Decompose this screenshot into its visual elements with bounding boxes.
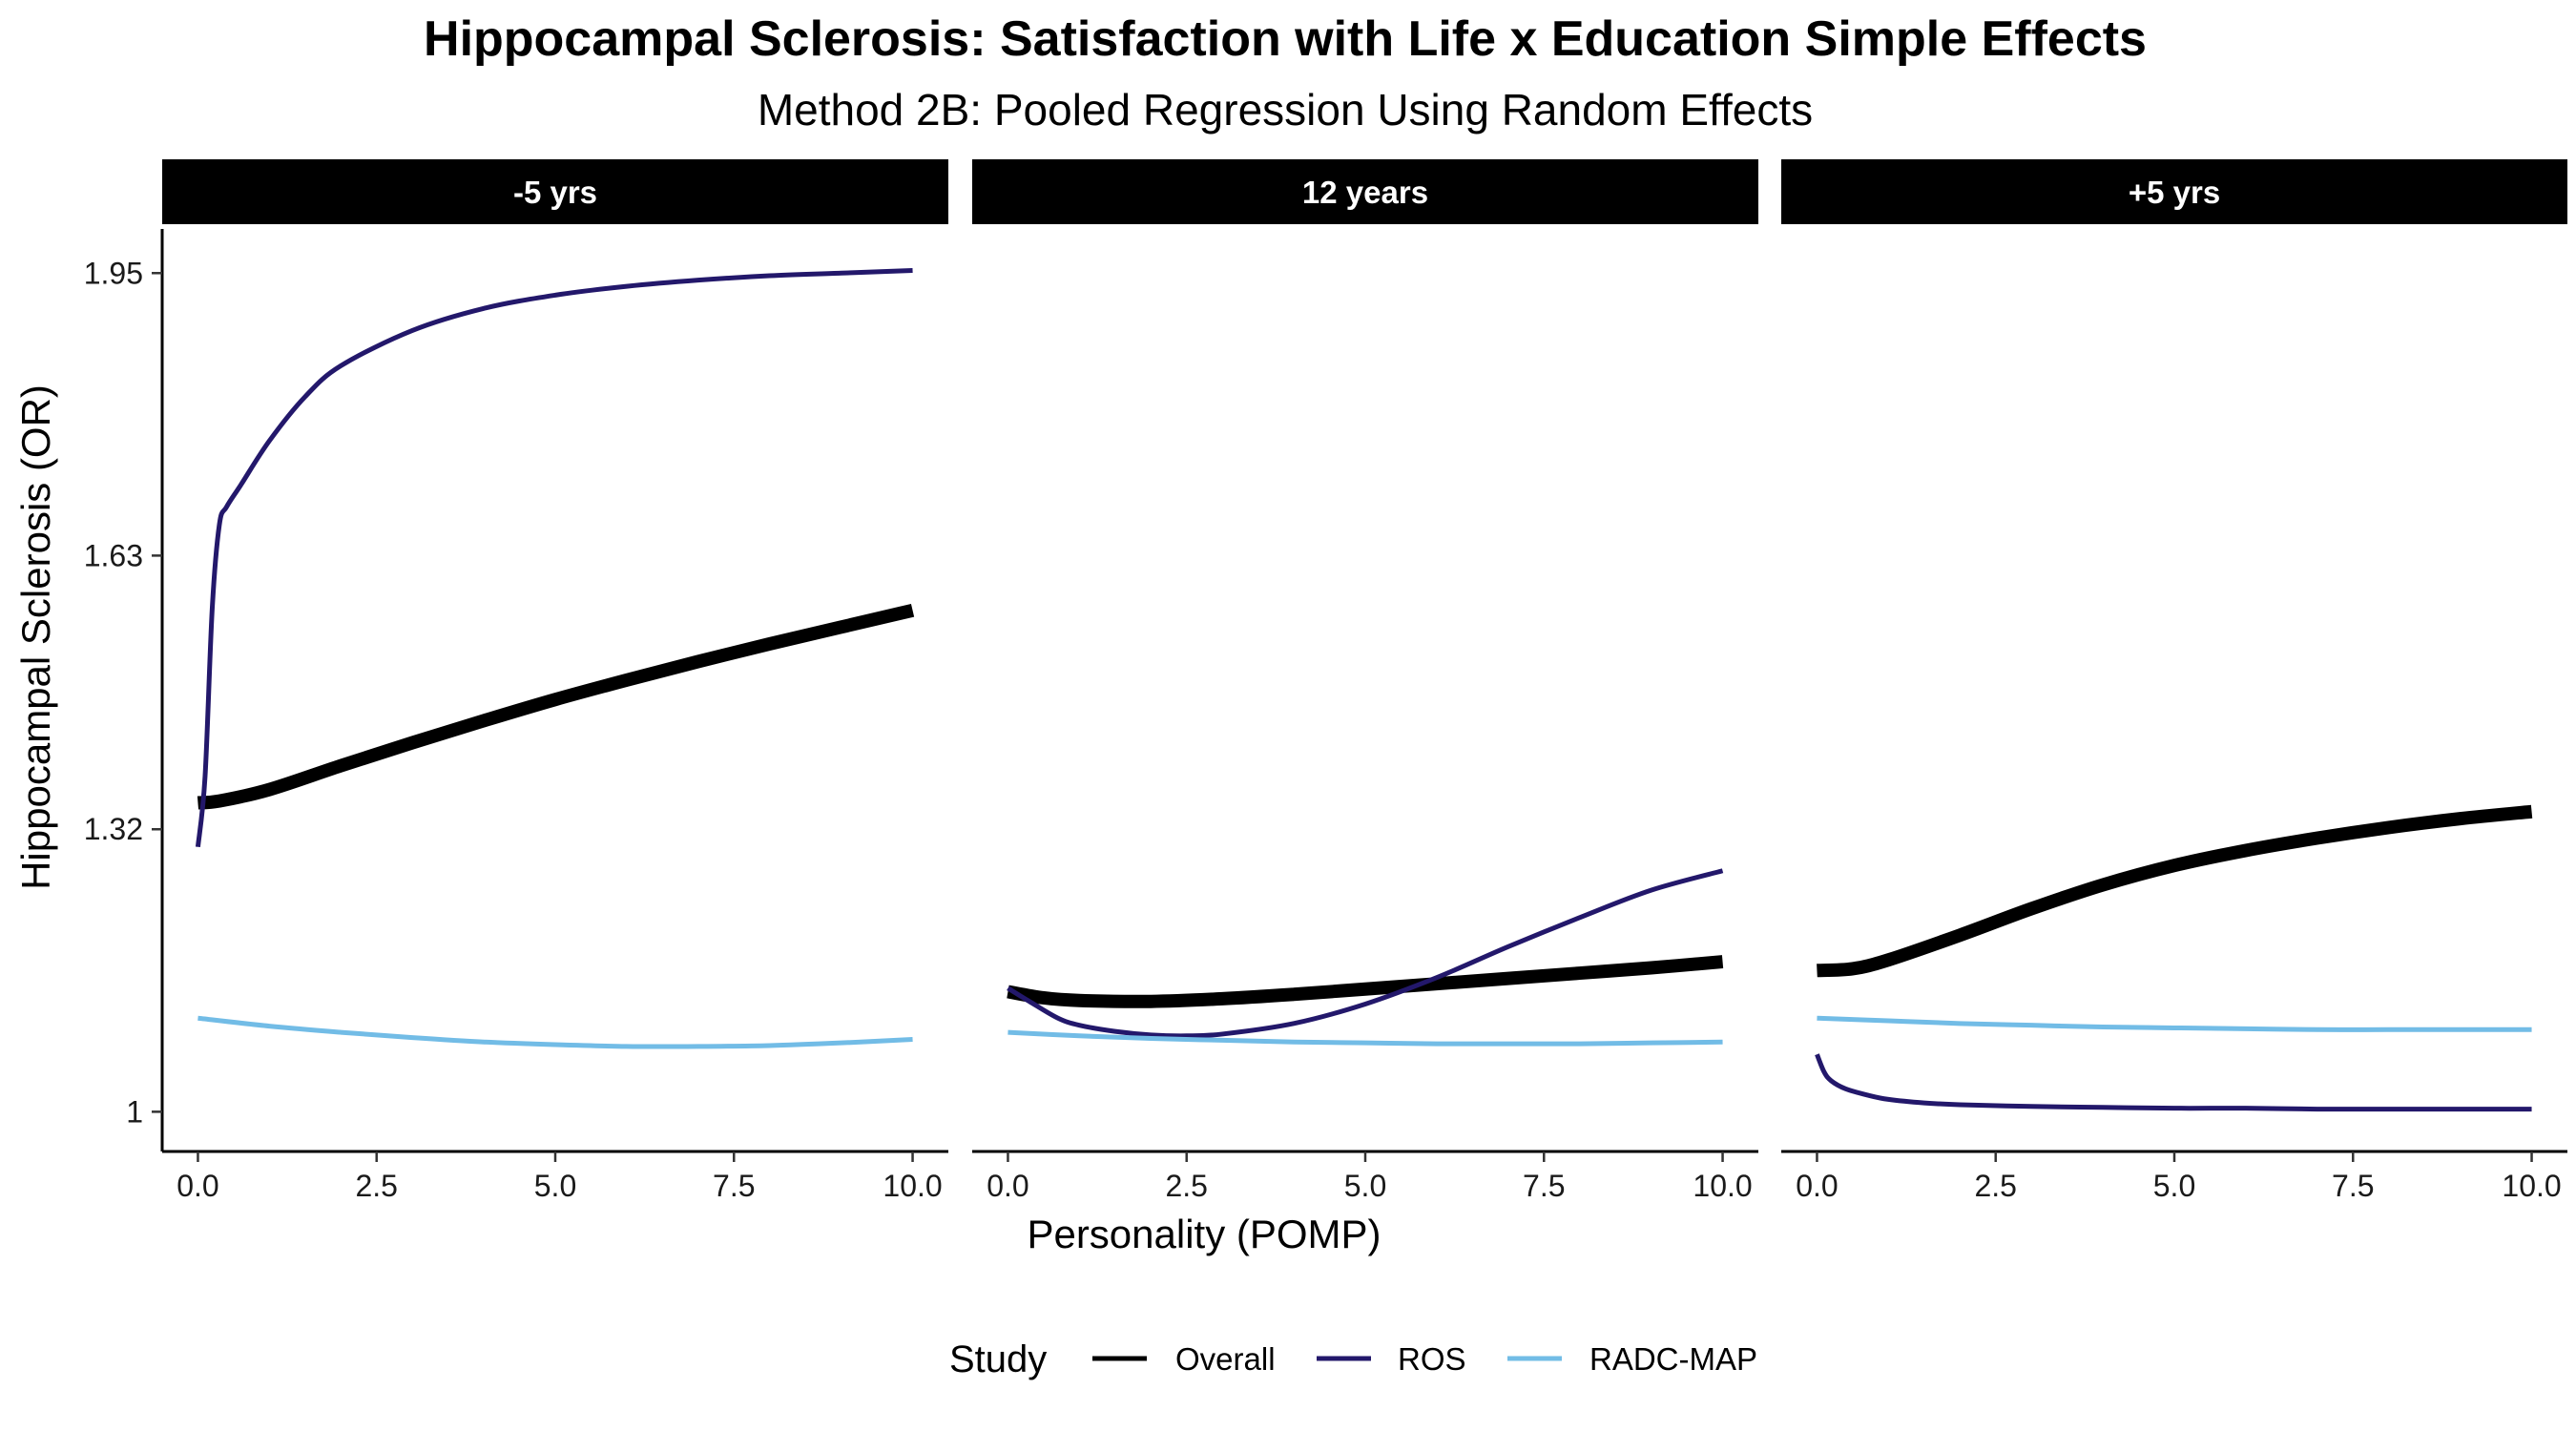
y-tick-label: 1 xyxy=(126,1094,143,1129)
strip-label-5-yrs: +5 yrs xyxy=(2129,175,2220,210)
x-tick-label: 10.0 xyxy=(1693,1169,1752,1203)
x-tick-label: 7.5 xyxy=(1523,1169,1565,1203)
series-line-ros xyxy=(1008,871,1722,1036)
series-line-ros xyxy=(1817,1054,2531,1109)
chart-title: Hippocampal Sclerosis: Satisfaction with… xyxy=(424,11,2147,67)
panel-5-yrs: -5 yrs 0.0 2.5 5.0 7.5 10.0 1 1.32 1.63 1.95 xyxy=(84,159,948,1203)
y-tick-label: 1.32 xyxy=(84,812,143,846)
y-axis-title: Hippocampal Sclerosis (OR) xyxy=(13,384,58,890)
strip-label-5-yrs: -5 yrs xyxy=(513,175,597,210)
legend-title: Study xyxy=(949,1338,1047,1380)
x-tick-label: 5.0 xyxy=(1344,1169,1386,1203)
series-line-overall xyxy=(1008,962,1722,1002)
series-line-overall xyxy=(197,611,912,803)
legend-label-overall: Overall xyxy=(1175,1341,1276,1377)
x-tick-label: 7.5 xyxy=(713,1169,755,1203)
series-line-radc-map xyxy=(197,1018,912,1047)
series-line-radc-map xyxy=(1008,1032,1722,1044)
strip-label-12-years: 12 years xyxy=(1302,175,1428,210)
series-line-overall xyxy=(1817,812,2531,971)
legend: Study Overall ROS RADC-MAP xyxy=(949,1338,1757,1380)
chart-subtitle: Method 2B: Pooled Regression Using Rando… xyxy=(758,85,1813,135)
legend-label-radc-map: RADC-MAP xyxy=(1589,1341,1757,1377)
y-tick-label: 1.63 xyxy=(84,538,143,572)
x-tick-label: 10.0 xyxy=(883,1169,942,1203)
series-line-ros xyxy=(197,270,912,846)
legend-label-ros: ROS xyxy=(1398,1341,1466,1377)
facet-panels: -5 yrs 0.0 2.5 5.0 7.5 10.0 1 1.32 1.63 1.95 12 ye… xyxy=(84,159,2567,1203)
x-tick-label: 5.0 xyxy=(2153,1169,2195,1203)
x-tick-label: 7.5 xyxy=(2332,1169,2374,1203)
x-tick-label: 0.0 xyxy=(987,1169,1028,1203)
x-tick-label: 0.0 xyxy=(1796,1169,1838,1203)
panel-5-yrs: +5 yrs 0.0 2.5 5.0 7.5 10.0 xyxy=(1781,159,2567,1203)
panel-12-years: 12 years 0.0 2.5 5.0 7.5 10.0 xyxy=(972,159,1758,1203)
x-tick-label: 10.0 xyxy=(2502,1169,2561,1203)
series-line-radc-map xyxy=(1817,1018,2531,1029)
x-tick-label: 2.5 xyxy=(355,1169,397,1203)
x-tick-label: 5.0 xyxy=(534,1169,576,1203)
x-tick-label: 2.5 xyxy=(1165,1169,1207,1203)
x-tick-label: 2.5 xyxy=(1974,1169,2016,1203)
x-axis-title: Personality (POMP) xyxy=(1027,1212,1381,1256)
x-tick-label: 0.0 xyxy=(177,1169,218,1203)
y-tick-label: 1.95 xyxy=(84,256,143,290)
